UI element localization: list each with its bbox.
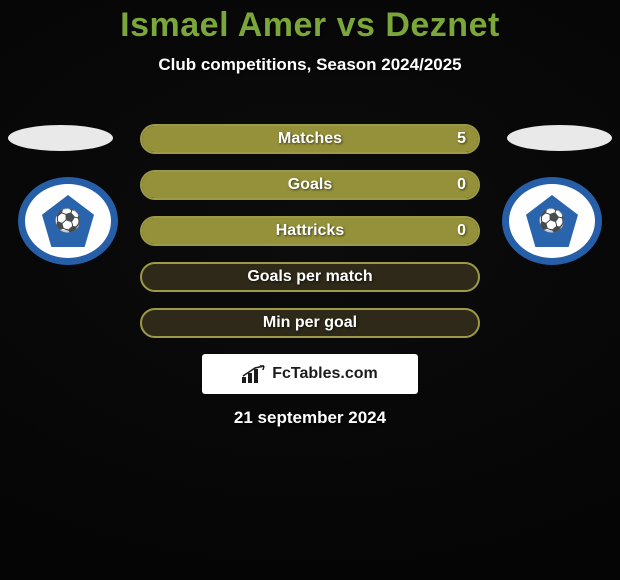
club-badge-icon: ⚽ — [42, 195, 94, 247]
comparison-card: Ismael Amer vs Deznet Club competitions,… — [0, 0, 620, 580]
club-icon-glyph: ⚽ — [54, 208, 81, 234]
date-label: 21 september 2024 — [0, 408, 620, 428]
stat-row: Hattricks0 — [140, 216, 480, 246]
stat-label: Matches — [142, 126, 478, 152]
club-badge-inner: ⚽ — [25, 184, 111, 258]
chart-icon — [242, 365, 266, 383]
page-title: Ismael Amer vs Deznet — [0, 0, 620, 45]
club-badge-icon: ⚽ — [526, 195, 578, 247]
stat-value-right: 0 — [457, 218, 466, 244]
player-left-avatar — [8, 125, 113, 151]
subtitle: Club competitions, Season 2024/2025 — [0, 55, 620, 75]
stat-row: Matches5 — [140, 124, 480, 154]
attribution-badge[interactable]: FcTables.com — [202, 354, 418, 394]
player-right-club-badge: ⚽ — [502, 177, 602, 265]
attribution-text: FcTables.com — [272, 365, 378, 383]
club-badge-inner: ⚽ — [509, 184, 595, 258]
stat-row: Goals0 — [140, 170, 480, 200]
stat-value-right: 5 — [457, 126, 466, 152]
stat-label: Goals — [142, 172, 478, 198]
stat-label: Min per goal — [142, 310, 478, 336]
stat-row: Min per goal — [140, 308, 480, 338]
club-icon-glyph: ⚽ — [538, 208, 565, 234]
stat-value-right: 0 — [457, 172, 466, 198]
stat-row: Goals per match — [140, 262, 480, 292]
player-left-club-badge: ⚽ — [18, 177, 118, 265]
stat-label: Goals per match — [142, 264, 478, 290]
stat-rows: Matches5Goals0Hattricks0Goals per matchM… — [140, 124, 480, 354]
player-right-avatar — [507, 125, 612, 151]
stat-label: Hattricks — [142, 218, 478, 244]
